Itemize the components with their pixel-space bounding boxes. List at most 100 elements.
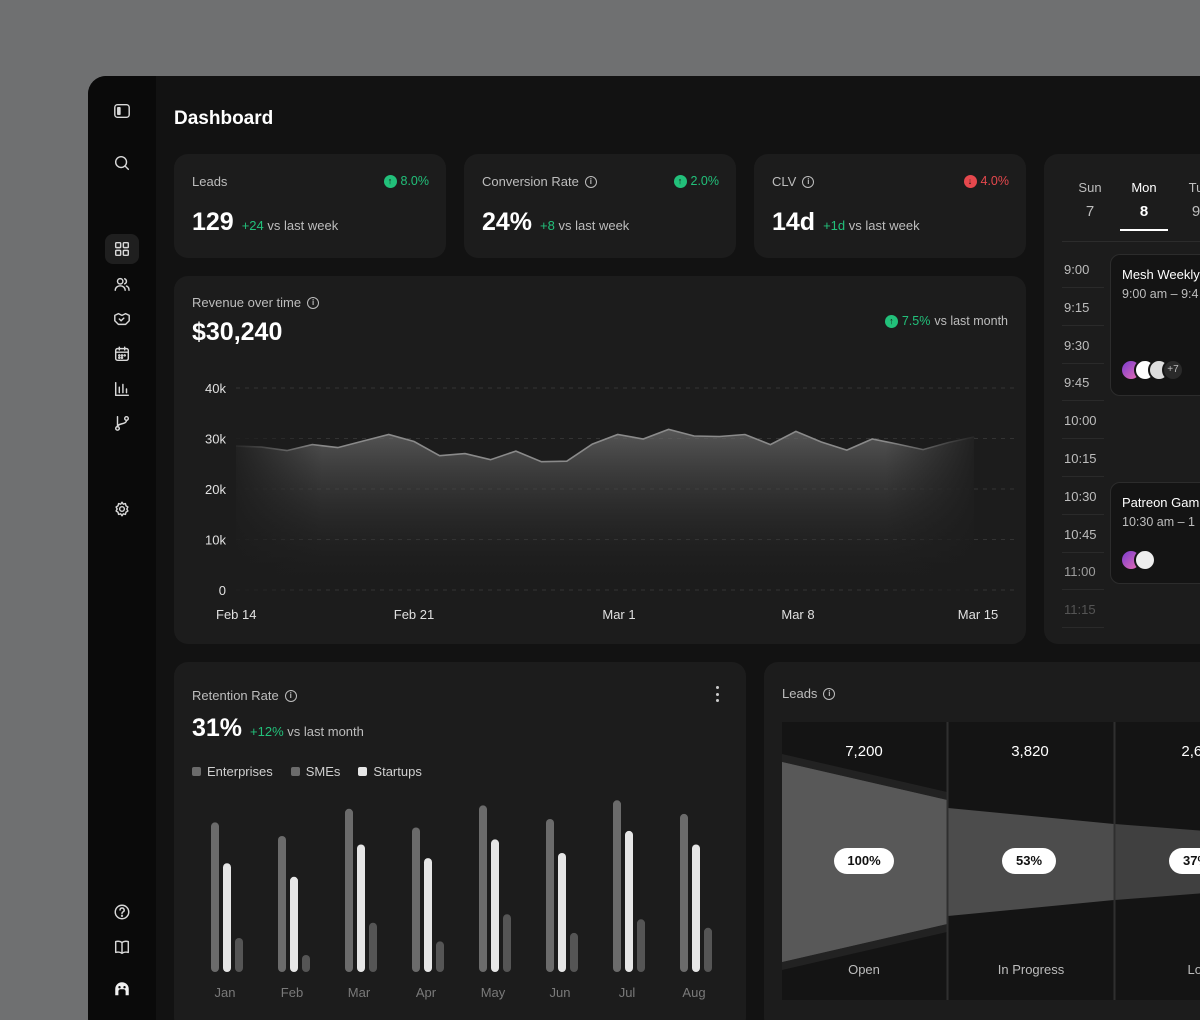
bar-enterprises <box>479 805 487 972</box>
info-icon[interactable]: i <box>823 687 836 700</box>
active-day-indicator <box>1120 229 1168 231</box>
time-slot-divider <box>1062 324 1104 326</box>
bar-enterprises <box>546 819 554 972</box>
time-slot-divider <box>1062 287 1104 288</box>
y-tick-label: 40k <box>205 381 226 396</box>
chart-label: Revenue over time i <box>192 295 320 310</box>
legend-item-smes: SMEs <box>290 764 340 779</box>
calendar-day-mon[interactable]: Mon 8 <box>1131 180 1157 220</box>
app-window: Dashboard Leads ↑ 8.0% 129 +24 vs last we… <box>88 76 1200 1020</box>
kpi-value: 129 +24 vs last week <box>192 208 339 236</box>
bar-enterprises <box>680 813 688 972</box>
more-options-icon[interactable] <box>714 686 720 702</box>
bar-startups <box>290 876 298 972</box>
kpi-value: 14d +1d vs last week <box>772 208 920 236</box>
chart-legend: Enterprises SMEs Startups <box>192 764 422 779</box>
bar-startups <box>625 830 633 972</box>
kpi-card-leads: Leads ↑ 8.0% 129 +24 vs last week <box>174 154 446 258</box>
info-icon[interactable]: i <box>802 175 815 188</box>
kpi-delta: ↑ 8.0% <box>383 174 429 188</box>
y-tick-label: 20k <box>205 482 226 497</box>
bar-smes <box>704 927 712 972</box>
icon-sidebar <box>88 76 156 1020</box>
kpi-label: Leads <box>192 174 228 189</box>
funnel-count: 2,68 <box>1181 743 1200 760</box>
book-icon[interactable] <box>105 932 139 962</box>
calendar-day-sun[interactable]: Sun 7 <box>1078 180 1102 220</box>
revenue-value: $30,240 <box>192 318 283 346</box>
x-tick-label: Mar 8 <box>781 607 814 622</box>
retention-value: 31% +12% vs last month <box>192 714 364 742</box>
bar-startups <box>357 844 365 972</box>
x-tick-label: Mar 15 <box>958 607 998 622</box>
event-patreon-game[interactable]: Patreon Gam 10:30 am – 1 <box>1110 482 1200 584</box>
time-slot-divider <box>1062 438 1104 440</box>
event-mesh-weekly[interactable]: Mesh Weekly 9:00 am – 9:4 +7 <box>1110 254 1200 396</box>
time-slot-divider <box>1062 476 1104 477</box>
bar-smes <box>570 932 578 972</box>
bar-startups <box>223 863 231 972</box>
users-icon[interactable] <box>105 269 139 299</box>
legend-item-enterprises: Enterprises <box>192 764 273 779</box>
help-icon[interactable] <box>105 897 139 927</box>
bar-enterprises <box>412 827 420 972</box>
bar-enterprises <box>613 800 621 972</box>
info-icon[interactable]: i <box>284 689 297 702</box>
time-slot-divider <box>1062 513 1104 515</box>
x-tick-label: May <box>481 985 506 1000</box>
bar-smes <box>637 919 645 972</box>
revenue-delta: ↑ 7.5% vs last month <box>884 314 1008 328</box>
bar-startups <box>424 858 432 972</box>
arrow-up-icon: ↑ <box>884 314 898 328</box>
page-title: Dashboard <box>174 108 274 129</box>
x-tick-label: Mar 1 <box>602 607 635 622</box>
time-slot-label: 10:15 <box>1064 451 1097 466</box>
bar-enterprises <box>278 836 286 972</box>
chart-label: Leads i <box>782 686 836 701</box>
time-slot-label: 11:15 <box>1064 602 1096 618</box>
handshake-icon[interactable] <box>105 304 139 334</box>
arrow-up-icon: ↑ <box>383 174 397 188</box>
time-slot-label: 11:00 <box>1064 564 1096 580</box>
git-branch-icon[interactable] <box>105 408 139 438</box>
time-slot-label: 9:15 <box>1064 299 1090 315</box>
calendar-icon[interactable] <box>105 339 139 369</box>
bar-enterprises <box>211 822 219 972</box>
time-slot-label: 10:30 <box>1064 488 1097 504</box>
time-slot-label: 10:45 <box>1064 526 1097 542</box>
sidebar-toggle-icon[interactable] <box>105 96 139 126</box>
funnel-chart <box>782 722 1200 1000</box>
time-slot-label: 9:30 <box>1064 337 1090 353</box>
time-slot-label: 10:00 <box>1064 413 1097 429</box>
funnel-segment-lost <box>1115 824 1200 900</box>
info-icon[interactable]: i <box>584 175 597 188</box>
search-icon[interactable] <box>105 148 139 178</box>
time-slot-label: 9:00 <box>1064 262 1090 277</box>
time-slot-divider <box>1062 551 1104 553</box>
bar-smes <box>503 914 511 972</box>
divider <box>1062 241 1200 242</box>
revenue-area-chart: 40k 30k 20k 10k 0 Feb 14 Feb 21 Mar 1 Mar 8 Mar … <box>205 381 1014 622</box>
logo-icon <box>105 974 139 1004</box>
info-icon[interactable]: i <box>307 296 320 309</box>
grid-icon[interactable] <box>105 234 139 264</box>
kpi-card-conversion-rate: Conversion Rate i ↑ 2.0% 24% +8 vs last we… <box>464 154 736 258</box>
bar-chart-icon[interactable] <box>105 374 139 404</box>
time-slot-divider <box>1062 400 1104 402</box>
calendar-day-tue[interactable]: Tu 9 <box>1188 180 1200 220</box>
retention-bar-chart: Jan Feb Mar Apr May Jun Jul Aug <box>211 800 712 1000</box>
funnel-count: 7,200 <box>845 743 883 760</box>
x-tick-label: Feb 21 <box>394 607 434 622</box>
bar-smes <box>369 922 377 972</box>
settings-icon[interactable] <box>105 494 139 524</box>
funnel-percent-badge: 37% <box>1169 848 1200 874</box>
arrow-down-icon: ↓ <box>963 174 977 188</box>
time-slot-divider <box>1062 362 1104 364</box>
x-tick-label: Feb <box>281 985 303 1000</box>
funnel-stage-label: In Progress <box>997 962 1065 977</box>
y-tick-label: 10k <box>205 533 226 548</box>
kpi-label: CLV i <box>772 174 815 189</box>
retention-card: Retention Rate i 31% +12% vs last month E… <box>174 662 746 1020</box>
funnel-stage-label: Open <box>848 962 880 977</box>
